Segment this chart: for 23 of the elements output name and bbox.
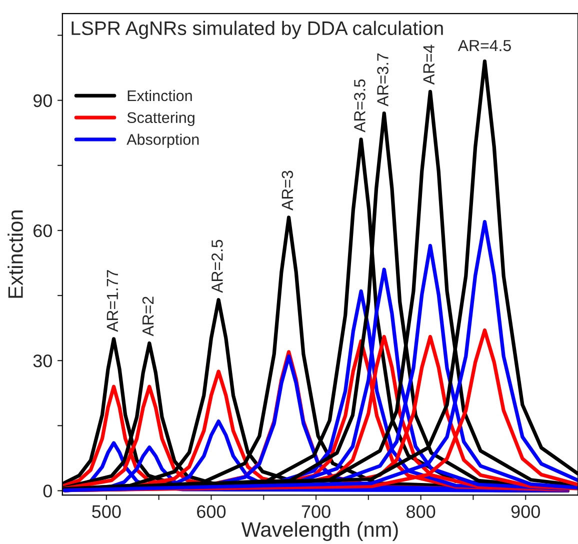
x-tick-label: 700 bbox=[302, 505, 330, 518]
y-tick-label: 0 bbox=[43, 484, 52, 498]
y-axis-title: Extinction bbox=[8, 210, 23, 298]
annotation: AR=4 bbox=[423, 44, 434, 85]
y-tick-label: 60 bbox=[34, 224, 52, 238]
x-axis-title: Wavelength (nm) bbox=[241, 522, 398, 542]
annotation: AR=3.7 bbox=[377, 53, 388, 106]
x-tick-label: 800 bbox=[406, 505, 436, 518]
chart-title: LSPR AgNRs simulated by DDA calculation bbox=[72, 20, 443, 39]
y-tick-label: 90 bbox=[33, 94, 52, 108]
annotation: AR=1.77 bbox=[106, 270, 118, 332]
x-tick-label: 900 bbox=[511, 505, 540, 518]
legend-label: Absorption bbox=[126, 134, 199, 148]
annotation: AR=4.5 bbox=[458, 40, 511, 52]
annotation: AR=3 bbox=[282, 170, 294, 210]
x-tick-label: 500 bbox=[92, 505, 121, 518]
legend-label: Extinction bbox=[128, 90, 192, 102]
legend-label: Scattering bbox=[127, 112, 194, 126]
annotation: AR=3.5 bbox=[354, 79, 366, 132]
y-tick-label: 30 bbox=[33, 354, 52, 368]
x-tick-label: 600 bbox=[197, 505, 226, 518]
annotation: AR=2.5 bbox=[212, 240, 223, 293]
annotation: AR=2 bbox=[142, 296, 154, 336]
